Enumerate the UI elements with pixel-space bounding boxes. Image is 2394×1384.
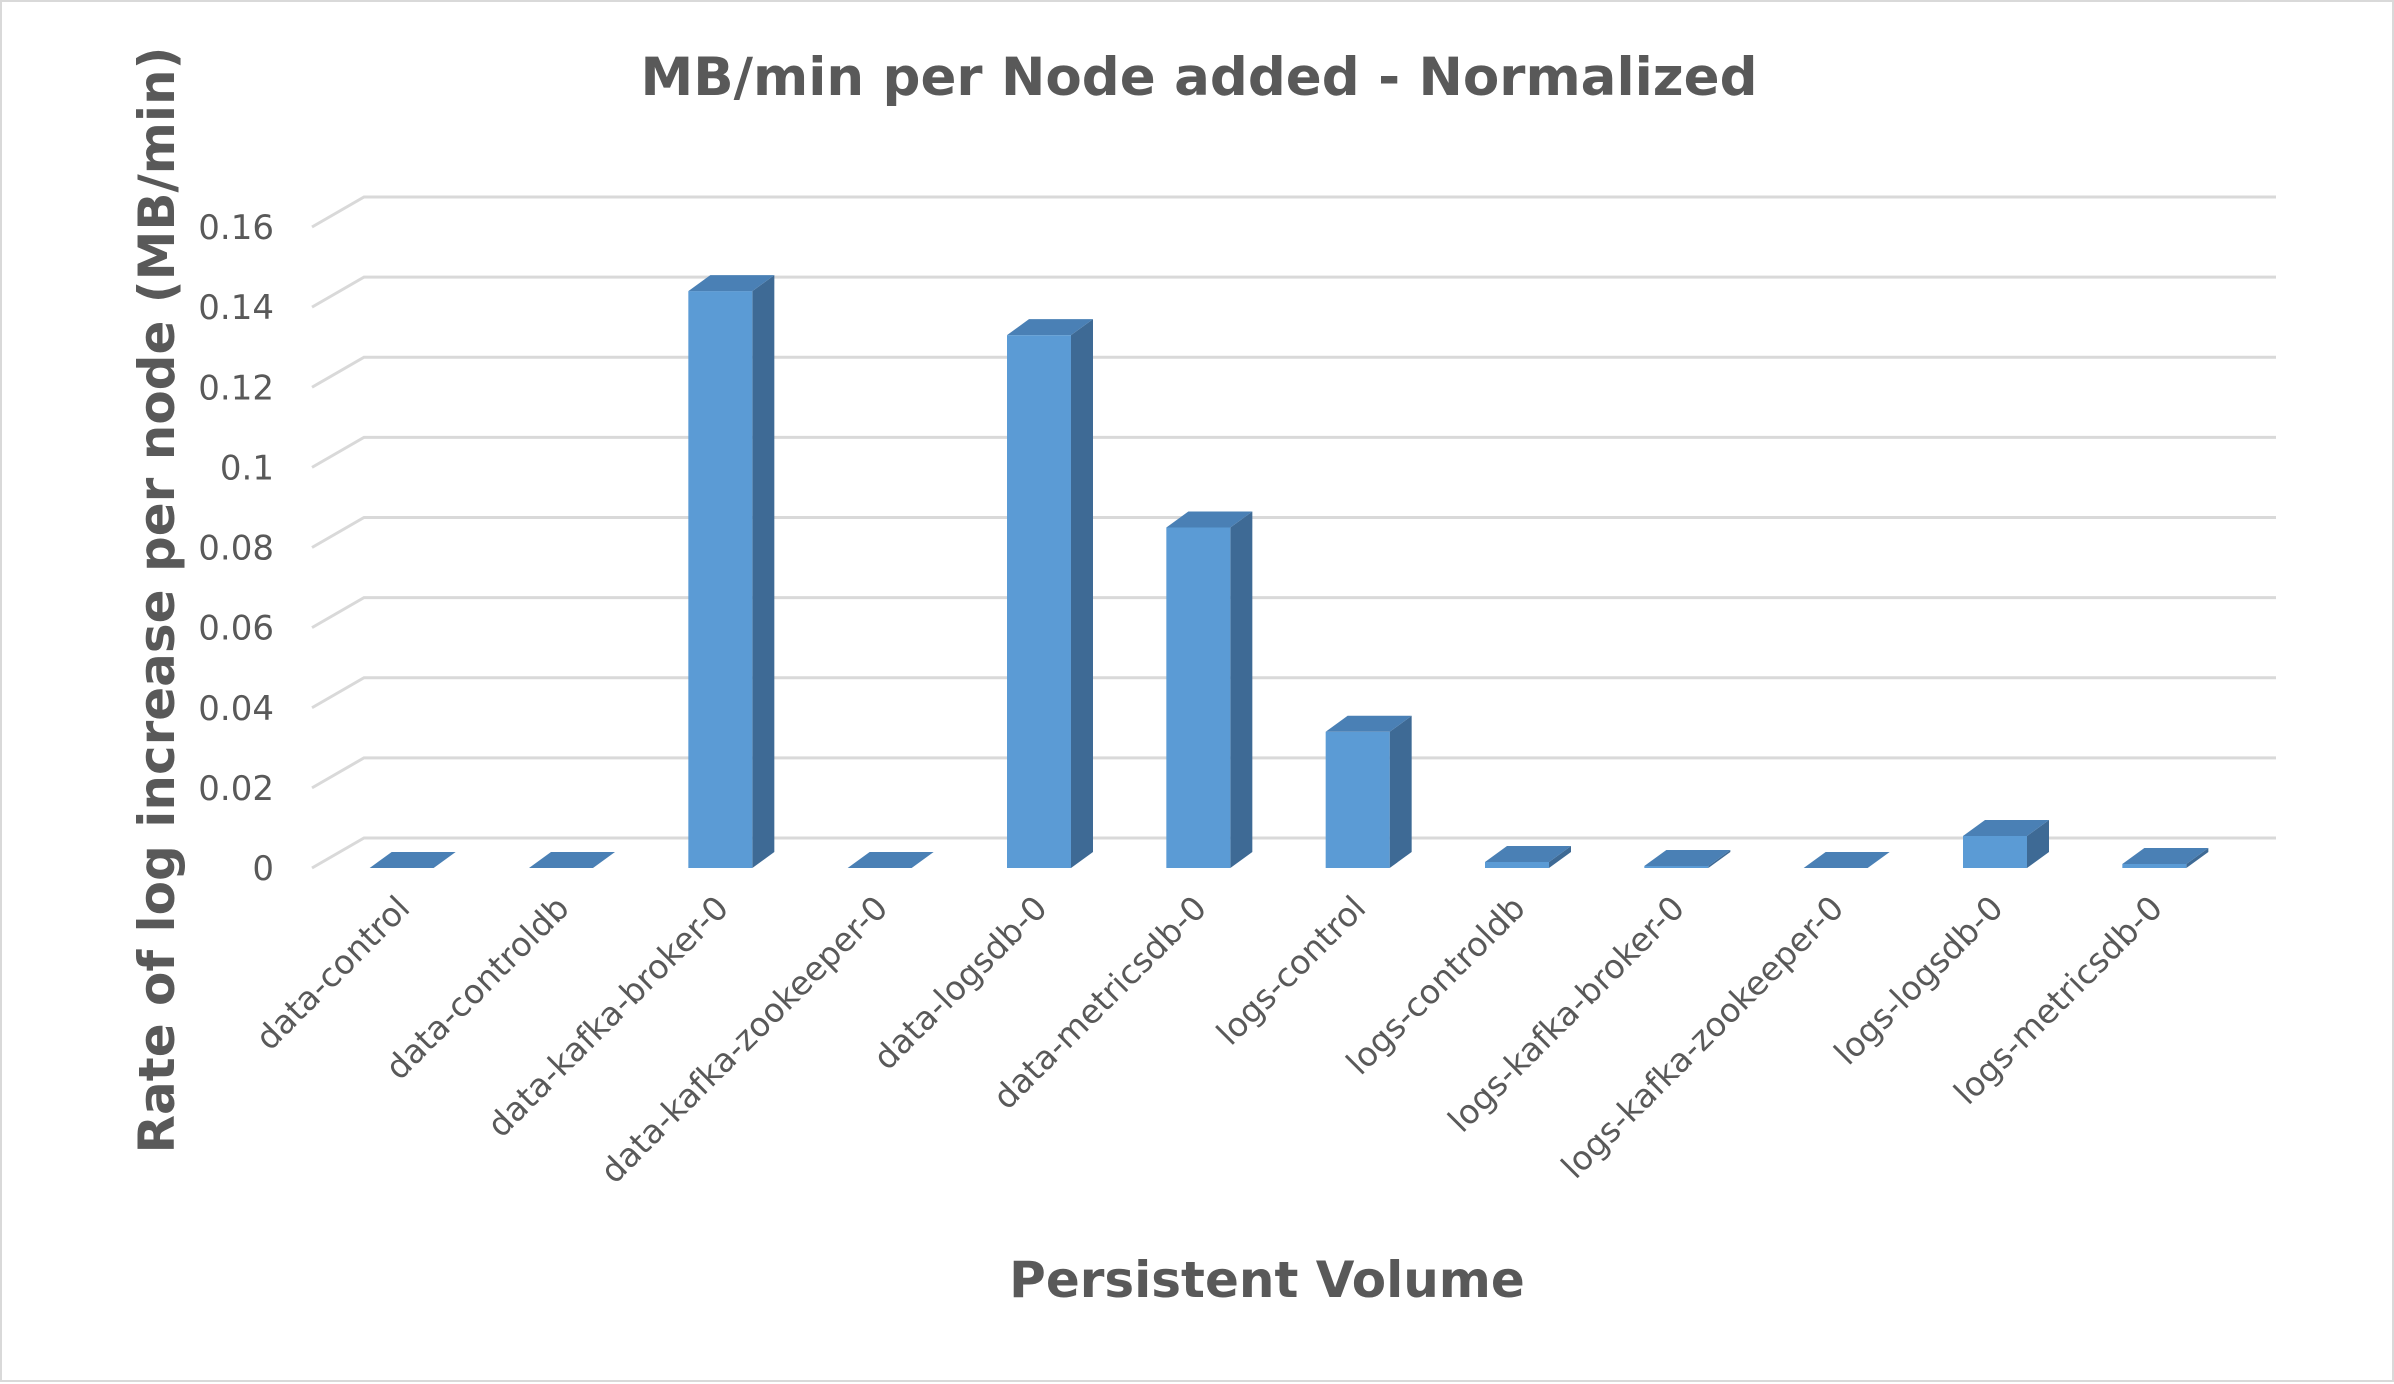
bar-top <box>529 852 615 868</box>
gridline <box>311 596 2276 629</box>
chart-title: MB/min per Node added - Normalized <box>640 47 1757 108</box>
bar-side <box>1071 319 1093 868</box>
gridline <box>311 676 2276 710</box>
gridline <box>311 836 2276 870</box>
bar-side <box>1549 845 1571 868</box>
y-tick-label: 0.16 <box>198 208 274 248</box>
bar-side <box>1708 849 1731 868</box>
y-tick-label: 0.1 <box>220 448 274 488</box>
gridlines <box>311 195 2276 870</box>
bar <box>1325 715 1412 868</box>
bar-side <box>2027 819 2049 868</box>
y-tick-label: 0.02 <box>198 769 274 809</box>
bar-side <box>2186 847 2209 868</box>
bar-top <box>2122 847 2209 864</box>
bar-front <box>1166 527 1231 868</box>
bar-top <box>847 852 934 868</box>
bar-top <box>1166 511 1253 528</box>
y-tick-label: 0.12 <box>198 368 274 408</box>
bar-front <box>2122 863 2187 868</box>
y-tick-label: 0.08 <box>198 529 274 569</box>
bar <box>2122 847 2209 868</box>
gridline <box>311 756 2276 790</box>
bar-top <box>688 275 775 292</box>
y-tick-label: 0.14 <box>198 288 274 328</box>
bar-side <box>1389 715 1412 868</box>
y-axis-ticks: 0 0.02 0.04 0.06 0.08 0.1 0.12 0.14 0.16 <box>198 208 274 889</box>
y-tick-label: 0.06 <box>198 609 274 649</box>
gridline <box>311 435 2276 469</box>
bar <box>1007 319 1093 868</box>
x-axis-categories: data-controldata-controldbdata-kafka-bro… <box>248 888 2170 1191</box>
bar-front <box>1325 731 1390 868</box>
gridline <box>311 275 2276 309</box>
bars <box>369 275 2209 869</box>
bar-top <box>1803 852 1890 868</box>
bar <box>529 852 615 868</box>
gridline <box>311 516 2276 549</box>
bar-top <box>1485 845 1571 862</box>
gridline <box>311 195 2276 229</box>
bar <box>1166 511 1253 868</box>
bar-side <box>752 275 775 869</box>
x-category-label: data-control <box>248 888 417 1057</box>
bar <box>847 852 934 868</box>
y-tick-label: 0 <box>252 849 274 889</box>
bar-top <box>369 852 456 868</box>
bar-side <box>1230 511 1253 868</box>
bar <box>1803 852 1890 868</box>
bar <box>1485 845 1571 868</box>
bar-front <box>1485 861 1549 868</box>
bar-top <box>1325 715 1412 732</box>
bar-top <box>1963 819 2049 836</box>
bar-top <box>1644 849 1731 866</box>
gridline <box>311 355 2276 389</box>
x-category-label: logs-kafka-zookeeper-0 <box>1553 888 1851 1186</box>
x-category-label: data-kafka-zookeeper-0 <box>593 888 896 1191</box>
bar <box>1644 849 1731 868</box>
bar-front <box>1644 865 1709 868</box>
bar-front <box>1963 835 2027 868</box>
x-category-label: logs-control <box>1209 888 1374 1053</box>
bar-front <box>1007 335 1071 868</box>
bar-front <box>688 291 753 869</box>
bar <box>688 275 775 869</box>
x-axis-title: Persistent Volume <box>1009 1251 1525 1309</box>
y-axis-title: Rate of log increase per node (MB/min) <box>128 47 186 1154</box>
y-tick-label: 0.04 <box>198 689 274 729</box>
bar-top <box>1007 319 1093 336</box>
bar <box>369 852 456 868</box>
x-category-label: logs-logsdb-0 <box>1826 888 2010 1072</box>
bar <box>1963 819 2049 868</box>
